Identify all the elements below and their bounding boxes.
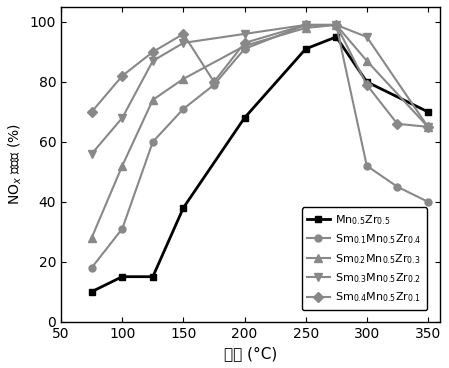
Sm$_{0.4}$Mn$_{0.5}$Zr$_{0.1}$ bbox=[119, 74, 125, 78]
Sm$_{0.3}$Mn$_{0.5}$Zr$_{0.2}$ bbox=[242, 32, 247, 36]
Sm$_{0.1}$Mn$_{0.5}$Zr$_{0.4}$ bbox=[180, 107, 186, 111]
Mn$_{0.5}$Zr$_{0.5}$ bbox=[89, 290, 94, 294]
Line: Sm$_{0.2}$Mn$_{0.5}$Zr$_{0.3}$: Sm$_{0.2}$Mn$_{0.5}$Zr$_{0.3}$ bbox=[88, 21, 432, 242]
Sm$_{0.1}$Mn$_{0.5}$Zr$_{0.4}$ bbox=[364, 164, 370, 168]
Sm$_{0.1}$Mn$_{0.5}$Zr$_{0.4}$ bbox=[395, 185, 400, 189]
Sm$_{0.4}$Mn$_{0.5}$Zr$_{0.1}$ bbox=[364, 83, 370, 87]
Sm$_{0.3}$Mn$_{0.5}$Zr$_{0.2}$ bbox=[364, 35, 370, 39]
Sm$_{0.4}$Mn$_{0.5}$Zr$_{0.1}$ bbox=[150, 50, 155, 54]
Mn$_{0.5}$Zr$_{0.5}$ bbox=[180, 206, 186, 210]
Mn$_{0.5}$Zr$_{0.5}$ bbox=[119, 275, 125, 279]
Sm$_{0.3}$Mn$_{0.5}$Zr$_{0.2}$ bbox=[425, 125, 431, 129]
Sm$_{0.1}$Mn$_{0.5}$Zr$_{0.4}$ bbox=[242, 47, 247, 51]
Legend: Mn$_{0.5}$Zr$_{0.5}$, Sm$_{0.1}$Mn$_{0.5}$Zr$_{0.4}$, Sm$_{0.2}$Mn$_{0.5}$Zr$_{0: Mn$_{0.5}$Zr$_{0.5}$, Sm$_{0.1}$Mn$_{0.5… bbox=[302, 208, 427, 310]
Sm$_{0.4}$Mn$_{0.5}$Zr$_{0.1}$ bbox=[180, 32, 186, 36]
Sm$_{0.2}$Mn$_{0.5}$Zr$_{0.3}$ bbox=[364, 59, 370, 63]
Sm$_{0.2}$Mn$_{0.5}$Zr$_{0.3}$ bbox=[242, 44, 247, 48]
Sm$_{0.2}$Mn$_{0.5}$Zr$_{0.3}$ bbox=[150, 98, 155, 102]
Mn$_{0.5}$Zr$_{0.5}$ bbox=[242, 116, 247, 120]
Line: Mn$_{0.5}$Zr$_{0.5}$: Mn$_{0.5}$Zr$_{0.5}$ bbox=[88, 33, 431, 295]
Line: Sm$_{0.3}$Mn$_{0.5}$Zr$_{0.2}$: Sm$_{0.3}$Mn$_{0.5}$Zr$_{0.2}$ bbox=[88, 21, 432, 158]
Sm$_{0.4}$Mn$_{0.5}$Zr$_{0.1}$ bbox=[242, 41, 247, 45]
Sm$_{0.2}$Mn$_{0.5}$Zr$_{0.3}$ bbox=[89, 236, 94, 240]
Sm$_{0.2}$Mn$_{0.5}$Zr$_{0.3}$ bbox=[425, 125, 431, 129]
Sm$_{0.4}$Mn$_{0.5}$Zr$_{0.1}$ bbox=[303, 23, 308, 27]
Mn$_{0.5}$Zr$_{0.5}$ bbox=[150, 275, 155, 279]
Line: Sm$_{0.4}$Mn$_{0.5}$Zr$_{0.1}$: Sm$_{0.4}$Mn$_{0.5}$Zr$_{0.1}$ bbox=[88, 21, 431, 130]
Mn$_{0.5}$Zr$_{0.5}$ bbox=[303, 47, 308, 51]
Sm$_{0.3}$Mn$_{0.5}$Zr$_{0.2}$ bbox=[150, 59, 155, 63]
Sm$_{0.4}$Mn$_{0.5}$Zr$_{0.1}$ bbox=[211, 79, 217, 84]
Sm$_{0.3}$Mn$_{0.5}$Zr$_{0.2}$ bbox=[119, 116, 125, 120]
Sm$_{0.3}$Mn$_{0.5}$Zr$_{0.2}$ bbox=[303, 23, 308, 27]
Sm$_{0.2}$Mn$_{0.5}$Zr$_{0.3}$ bbox=[334, 23, 339, 27]
Sm$_{0.4}$Mn$_{0.5}$Zr$_{0.1}$ bbox=[89, 110, 94, 114]
Sm$_{0.2}$Mn$_{0.5}$Zr$_{0.3}$ bbox=[180, 77, 186, 81]
Y-axis label: NO$_x$ 转化率 (%): NO$_x$ 转化率 (%) bbox=[7, 123, 24, 205]
Sm$_{0.1}$Mn$_{0.5}$Zr$_{0.4}$ bbox=[303, 23, 308, 27]
Sm$_{0.2}$Mn$_{0.5}$Zr$_{0.3}$ bbox=[119, 164, 125, 168]
Sm$_{0.3}$Mn$_{0.5}$Zr$_{0.2}$ bbox=[89, 152, 94, 156]
Sm$_{0.2}$Mn$_{0.5}$Zr$_{0.3}$ bbox=[303, 26, 308, 30]
Sm$_{0.1}$Mn$_{0.5}$Zr$_{0.4}$ bbox=[425, 199, 431, 204]
Sm$_{0.4}$Mn$_{0.5}$Zr$_{0.1}$ bbox=[334, 23, 339, 27]
Sm$_{0.1}$Mn$_{0.5}$Zr$_{0.4}$ bbox=[334, 23, 339, 27]
Sm$_{0.4}$Mn$_{0.5}$Zr$_{0.1}$ bbox=[425, 125, 431, 129]
Sm$_{0.1}$Mn$_{0.5}$Zr$_{0.4}$ bbox=[150, 139, 155, 144]
Mn$_{0.5}$Zr$_{0.5}$ bbox=[425, 110, 431, 114]
Mn$_{0.5}$Zr$_{0.5}$ bbox=[364, 79, 370, 84]
Sm$_{0.1}$Mn$_{0.5}$Zr$_{0.4}$ bbox=[211, 83, 217, 87]
X-axis label: 温度 (°C): 温度 (°C) bbox=[224, 346, 277, 361]
Mn$_{0.5}$Zr$_{0.5}$ bbox=[334, 35, 339, 39]
Sm$_{0.1}$Mn$_{0.5}$Zr$_{0.4}$ bbox=[89, 265, 94, 270]
Sm$_{0.3}$Mn$_{0.5}$Zr$_{0.2}$ bbox=[334, 23, 339, 27]
Sm$_{0.4}$Mn$_{0.5}$Zr$_{0.1}$ bbox=[395, 121, 400, 126]
Sm$_{0.1}$Mn$_{0.5}$Zr$_{0.4}$ bbox=[119, 227, 125, 231]
Line: Sm$_{0.1}$Mn$_{0.5}$Zr$_{0.4}$: Sm$_{0.1}$Mn$_{0.5}$Zr$_{0.4}$ bbox=[88, 21, 431, 271]
Sm$_{0.3}$Mn$_{0.5}$Zr$_{0.2}$ bbox=[180, 41, 186, 45]
